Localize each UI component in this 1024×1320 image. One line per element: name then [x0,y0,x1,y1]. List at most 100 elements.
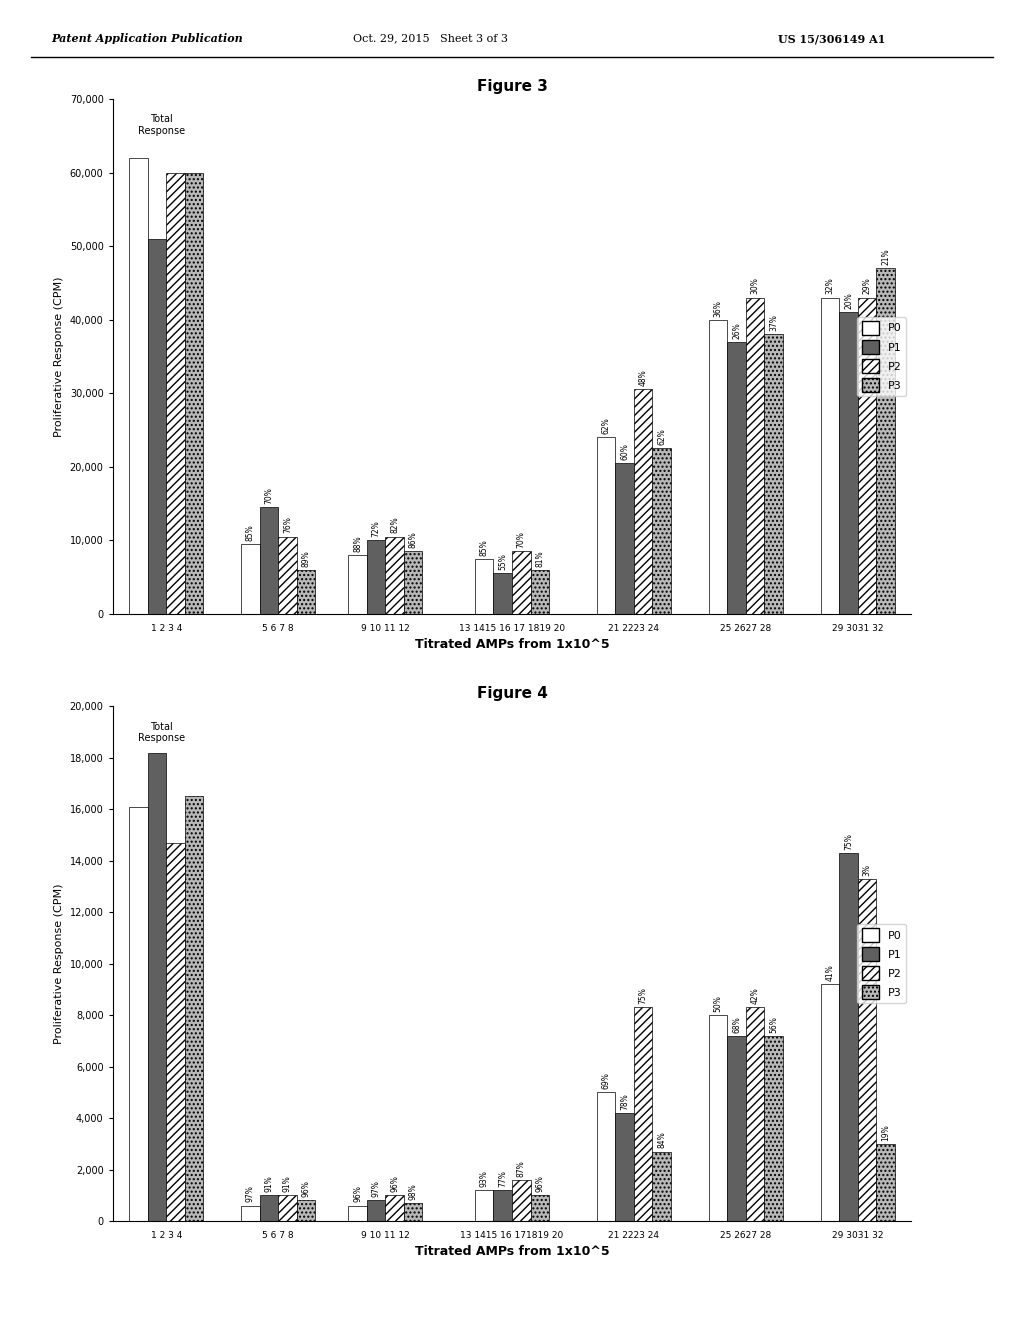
Text: 62%: 62% [657,429,666,445]
Bar [615,463,634,614]
Text: 96%: 96% [390,1175,399,1192]
Bar [385,536,403,614]
Bar [129,807,147,1221]
Text: Total
Response: Total Response [138,115,185,136]
Bar [652,1151,671,1221]
Text: 84%: 84% [657,1131,666,1148]
Text: 37%: 37% [769,314,778,331]
Text: 29%: 29% [862,277,871,294]
Bar [597,437,615,614]
Text: US 15/306149 A1: US 15/306149 A1 [778,33,886,44]
Bar [385,1196,403,1221]
Bar [494,573,512,614]
Bar [367,540,385,614]
Text: 75%: 75% [844,833,853,850]
Text: 32%: 32% [825,277,835,294]
Legend: P0, P1, P2, P3: P0, P1, P2, P3 [857,317,906,396]
Text: 89%: 89% [301,550,310,566]
Text: 96%: 96% [536,1175,545,1192]
Text: 96%: 96% [301,1180,310,1197]
Bar [348,1205,367,1221]
Text: 68%: 68% [732,1016,741,1032]
Text: 91%: 91% [264,1175,273,1192]
Bar [840,313,858,614]
Text: Total
Response: Total Response [138,722,185,743]
Text: 85%: 85% [246,524,255,541]
Y-axis label: Proliferative Response (CPM): Proliferative Response (CPM) [54,883,65,1044]
Title: Figure 3: Figure 3 [476,79,548,94]
Bar [260,1196,279,1221]
Text: 48%: 48% [639,370,647,387]
Title: Figure 4: Figure 4 [476,686,548,701]
Bar [147,752,166,1221]
Text: 41%: 41% [825,965,835,981]
Bar [166,842,184,1221]
Text: Patent Application Publication: Patent Application Publication [51,33,243,44]
Bar [727,1036,745,1221]
Text: 76%: 76% [283,516,292,533]
Text: 86%: 86% [409,532,418,548]
Text: 97%: 97% [372,1180,381,1197]
Text: 72%: 72% [372,520,381,537]
Text: 78%: 78% [620,1093,629,1110]
Bar [279,1196,297,1221]
Text: 19%: 19% [881,1123,890,1140]
Bar [184,173,203,614]
Bar [530,570,549,614]
Text: 70%: 70% [517,532,525,548]
Bar [279,536,297,614]
Text: 96%: 96% [353,1185,362,1203]
Bar [403,552,422,614]
Bar [475,558,494,614]
Text: Oct. 29, 2015   Sheet 3 of 3: Oct. 29, 2015 Sheet 3 of 3 [352,33,508,44]
Bar [260,507,279,614]
Bar [764,334,782,614]
Text: 85%: 85% [479,539,488,556]
Text: 36%: 36% [714,300,723,317]
Bar [367,1200,385,1221]
Bar [530,1196,549,1221]
Text: 62%: 62% [601,417,610,434]
Text: 42%: 42% [751,987,760,1005]
Text: 87%: 87% [517,1160,525,1176]
X-axis label: Titrated AMPs from 1x10^5: Titrated AMPs from 1x10^5 [415,638,609,651]
Bar [147,239,166,614]
Bar [858,879,877,1221]
Bar [858,297,877,614]
Text: 91%: 91% [283,1175,292,1192]
Text: 20%: 20% [844,293,853,309]
Bar [821,985,840,1221]
Text: 69%: 69% [601,1072,610,1089]
Text: 50%: 50% [714,995,723,1012]
Bar [709,1015,727,1221]
Bar [242,1205,260,1221]
Bar [348,554,367,614]
X-axis label: Titrated AMPs from 1x10^5: Titrated AMPs from 1x10^5 [415,1245,609,1258]
Bar [297,1200,315,1221]
Bar [129,158,147,614]
Bar [709,319,727,614]
Bar [634,1007,652,1221]
Bar [475,1191,494,1221]
Text: 55%: 55% [499,553,507,570]
Text: 21%: 21% [881,248,890,265]
Bar [297,570,315,614]
Text: 56%: 56% [769,1015,778,1032]
Text: 82%: 82% [390,517,399,533]
Bar [764,1036,782,1221]
Text: 97%: 97% [246,1185,255,1203]
Text: 75%: 75% [639,987,647,1005]
Text: 81%: 81% [536,550,545,566]
Text: 88%: 88% [353,535,362,552]
Bar [745,1007,764,1221]
Bar [512,552,530,614]
Bar [877,268,895,614]
Bar [745,297,764,614]
Bar [597,1093,615,1221]
Bar [652,449,671,614]
Bar [821,297,840,614]
Text: 30%: 30% [751,277,760,294]
Bar [494,1191,512,1221]
Bar [634,389,652,614]
Text: 77%: 77% [499,1170,507,1187]
